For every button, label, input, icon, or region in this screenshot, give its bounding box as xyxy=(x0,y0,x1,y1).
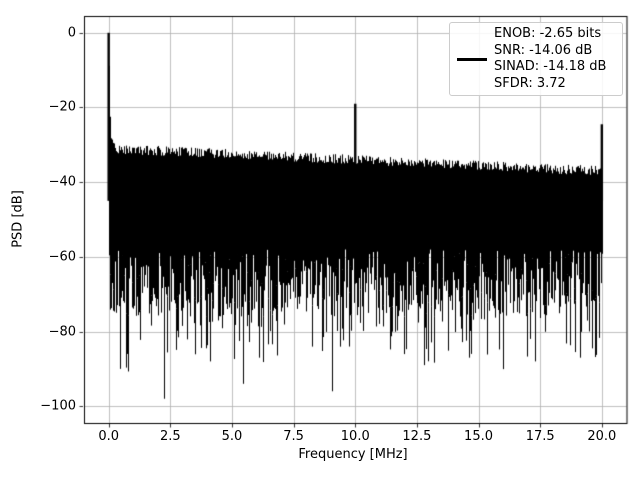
x-axis-label: Frequency [MHz] xyxy=(298,447,408,462)
legend-sfdr: SFDR: 3.72 xyxy=(494,75,566,91)
legend: ENOB: -2.65 bits SNR: -14.06 dB SINAD: -… xyxy=(449,22,623,96)
x-tick-label: 5.0 xyxy=(221,429,243,444)
y-axis-label: PSD [dB] xyxy=(10,190,26,248)
legend-snr: SNR: -14.06 dB xyxy=(494,42,593,58)
x-tick-label: 20.0 xyxy=(587,429,617,444)
legend-line-sample-icon xyxy=(457,57,487,61)
y-tick-label: −80 xyxy=(48,324,76,340)
y-tick-label: −60 xyxy=(48,249,76,265)
x-tick-label: 10.0 xyxy=(340,429,370,444)
x-tick-label: 2.5 xyxy=(159,429,181,444)
x-tick-label: 17.5 xyxy=(525,429,555,444)
legend-handle-column xyxy=(450,57,494,61)
x-tick-label: 15.0 xyxy=(464,429,494,444)
y-tick-label: −40 xyxy=(48,174,76,190)
legend-sinad: SINAD: -14.18 dB xyxy=(494,59,607,74)
legend-enob: ENOB: -2.65 bits xyxy=(494,26,602,41)
y-tick-label: −100 xyxy=(40,398,76,414)
x-tick-label: 0.0 xyxy=(98,429,119,444)
legend-text: ENOB: -2.65 bits SNR: -14.06 dB SINAD: -… xyxy=(494,26,606,92)
y-tick-label: −20 xyxy=(48,99,76,115)
x-tick-label: 7.5 xyxy=(283,429,304,444)
y-tick-label: 0 xyxy=(67,25,76,41)
x-tick-label: 12.5 xyxy=(402,429,432,444)
